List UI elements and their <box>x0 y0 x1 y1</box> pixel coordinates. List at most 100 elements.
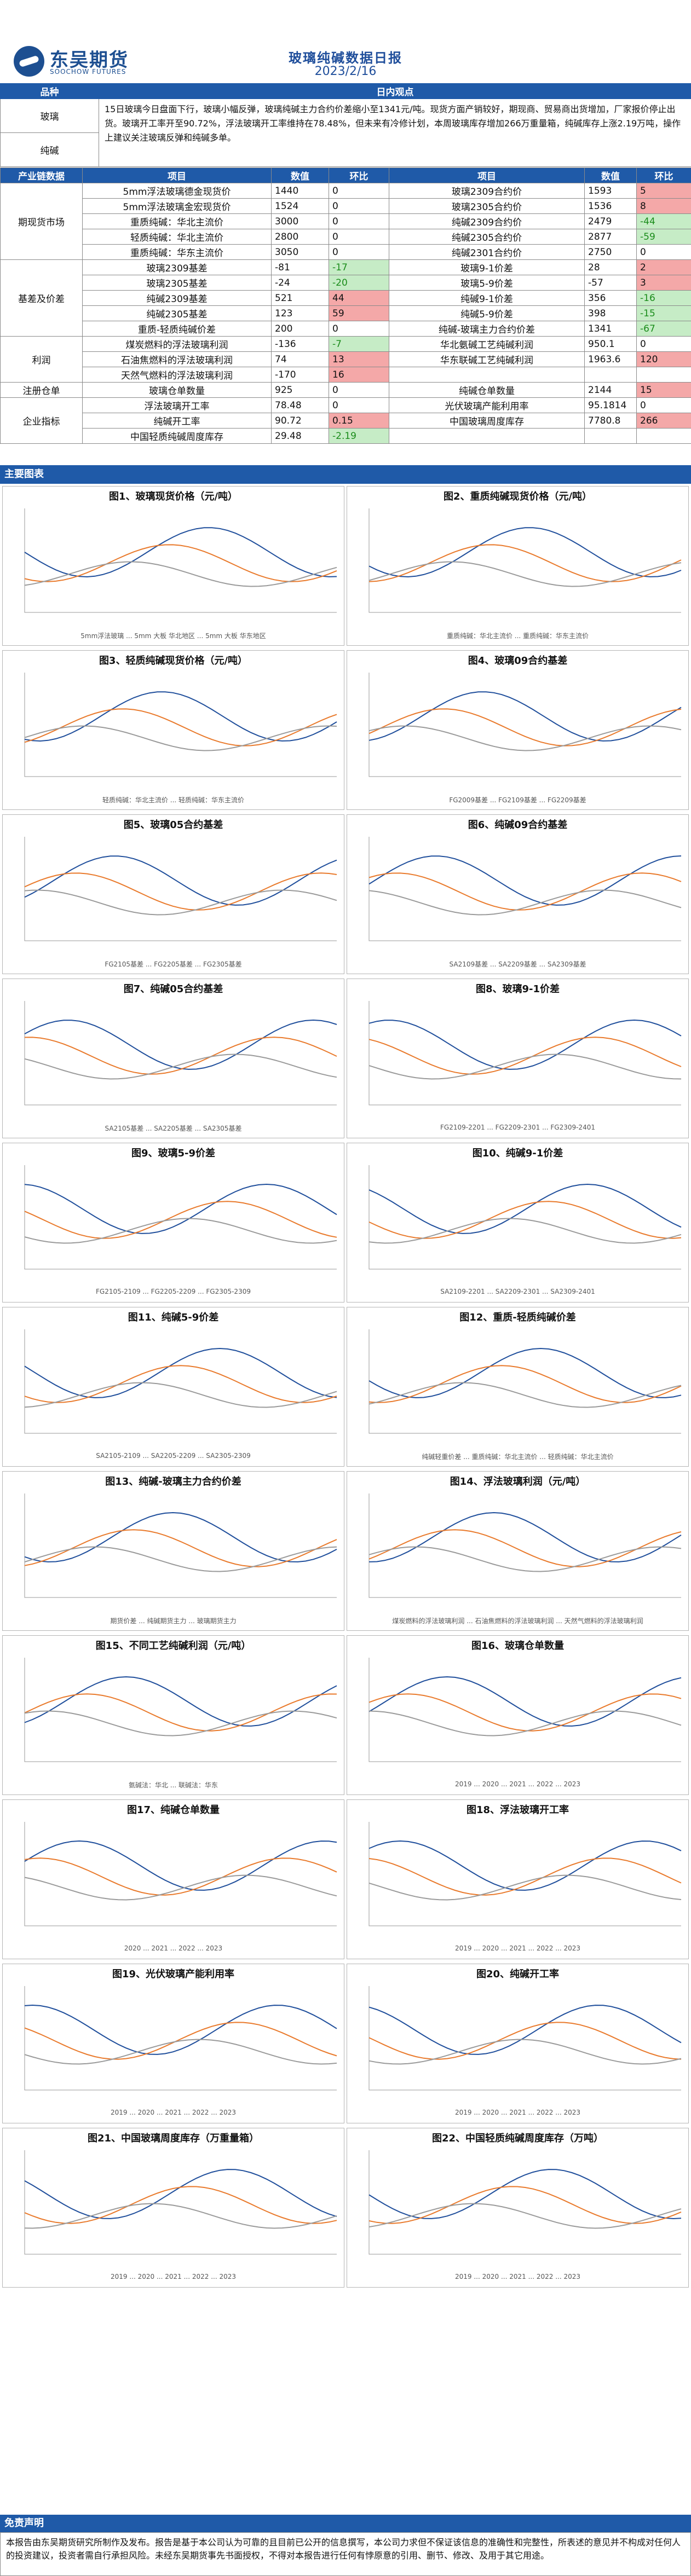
series-line <box>24 1676 337 1727</box>
item-name: 重质纯碱：华北主流价 <box>82 213 272 229</box>
change-value: 0 <box>329 382 389 398</box>
chart-axis <box>24 1001 337 1105</box>
item-name: 纯碱9-1价差 <box>389 290 585 306</box>
item-name: 纯碱2305合约价 <box>389 229 585 245</box>
chart-plot <box>368 508 682 613</box>
table-row: 基差及价差 玻璃2309基差 -81 -17 玻璃9-1价差 28 2 <box>0 259 691 337</box>
chart-plot <box>24 2150 337 2255</box>
chart-19: 图19、光伏玻璃产能利用率 2019 ... 2020 ... 2021 ... … <box>2 1964 344 2123</box>
series-line <box>24 708 337 746</box>
chart-1: 图1、玻璃现货价格（元/吨） 5mm浮法玻璃 ... 5mm 大板 华北地区 ..… <box>2 486 344 646</box>
item-value: 200 <box>271 321 329 337</box>
chart-plot <box>368 1658 682 1762</box>
table-row: 5mm浮法玻璃金宏现货价 1524 0 玻璃2305合约价 1536 8 <box>1 198 691 214</box>
chart-axis <box>368 837 681 941</box>
item-value: 123 <box>271 305 329 321</box>
company-logo: 东吴期货 SOOCHOW FUTURES <box>14 43 156 79</box>
chart-3: 图3、轻质纯碱现货价格（元/吨） 轻质纯碱：华北主流价 ... 轻质纯碱：华东主流… <box>2 650 344 810</box>
chart-title: 图16、玻璃仓单数量 <box>471 1640 565 1652</box>
chart-legend: SA2105-2109 ... SA2205-2209 ... SA2305-2… <box>96 1452 251 1460</box>
change-value: 0 <box>636 397 691 413</box>
item-name: 光伏玻璃产能利用率 <box>389 397 585 413</box>
chart-11: 图11、纯碱5-9价差 SA2105-2109 ... SA2205-2209 .… <box>2 1307 344 1467</box>
item-value: 74 <box>271 351 329 367</box>
series-line <box>24 561 337 587</box>
series-line <box>368 1529 682 1567</box>
item-value: 7780.8 <box>584 413 637 429</box>
item-name: 玻璃2309基差 <box>82 259 272 275</box>
series-line <box>24 1347 337 1398</box>
series-line <box>368 1382 682 1408</box>
chart-axis <box>368 1165 681 1270</box>
item-value: 3050 <box>271 244 329 260</box>
chart-title: 图13、纯碱-玻璃主力合约价差 <box>105 1476 241 1487</box>
item-value: 1593 <box>584 183 637 199</box>
change-value: 0 <box>329 229 389 245</box>
overview-variety-glass: 玻璃 <box>0 99 99 133</box>
series-line <box>24 1512 337 1562</box>
item-name <box>389 428 585 444</box>
chart-title: 图5、玻璃05合约基差 <box>123 819 223 831</box>
series-line <box>24 1183 337 1234</box>
item-name: 纯碱2305基差 <box>82 305 272 321</box>
chart-legend: 2019 ... 2020 ... 2021 ... 2022 ... 2023 <box>111 2273 236 2280</box>
chart-legend: FG2009基差 ... FG2109基差 ... FG2209基差 <box>449 796 586 804</box>
series-line <box>368 1874 682 1901</box>
series-line <box>24 1382 337 1408</box>
chart-5: 图5、玻璃05合约基差 FG2105基差 ... FG2205基差 ... FG2… <box>2 814 344 974</box>
chart-title: 图10、纯碱9-1价差 <box>472 1148 563 1159</box>
series-line <box>368 1857 682 1896</box>
change-value: 0 <box>636 244 691 260</box>
series-line <box>24 872 337 911</box>
chart-title: 图2、重质纯碱现货价格（元/吨） <box>443 491 592 502</box>
series-line <box>24 1710 337 1736</box>
chart-title: 图3、轻质纯碱现货价格（元/吨） <box>99 655 248 667</box>
item-name: 纯碱5-9价差 <box>389 305 585 321</box>
chart-12: 图12、重质-轻质纯碱价差 纯碱轻重价差 ... 重质纯碱：华北主流价 ... 轻… <box>347 1307 689 1467</box>
chart-plot <box>24 1329 337 1434</box>
chart-legend: 轻质纯碱：华北主流价 ... 轻质纯碱：华东主流价 <box>102 796 245 804</box>
chart-title: 图19、光伏玻璃产能利用率 <box>112 1969 235 1980</box>
disclaimer-title: 免责声明 <box>0 2515 691 2532</box>
item-value: -57 <box>584 275 637 291</box>
overview-variety-soda: 纯碱 <box>0 132 99 167</box>
item-name: 玻璃2305合约价 <box>389 198 585 214</box>
table-header-2: 数值 <box>271 167 329 183</box>
table-row: 重质纯碱：华东主流价 3050 0 纯碱2301合约价 2750 0 <box>1 244 691 260</box>
chart-plot <box>24 673 337 777</box>
series-line <box>24 2186 337 2224</box>
chart-legend: SA2105基差 ... SA2205基差 ... SA2305基差 <box>105 1125 242 1132</box>
series-line <box>24 2022 337 2060</box>
chart-title: 图1、玻璃现货价格（元/吨） <box>108 491 238 502</box>
item-name: 华东联碱工艺纯碱利润 <box>389 351 585 367</box>
item-value: 521 <box>271 290 329 306</box>
series-line <box>368 691 682 742</box>
chart-2: 图2、重质纯碱现货价格（元/吨） 重质纯碱：华北主流价 ... 重质纯碱：华东主流… <box>347 486 689 646</box>
series-line <box>24 691 337 742</box>
series-line <box>24 1037 337 1075</box>
series-line <box>24 1840 337 1891</box>
series-line <box>368 1546 682 1572</box>
chart-8: 图8、玻璃9-1价差 FG2109-2201 ... FG2209-2301 ..… <box>347 979 689 1138</box>
table-row: 天然气燃料的浮法玻璃利润 -170 16 <box>1 367 691 383</box>
item-value: 1524 <box>271 198 329 214</box>
series-line <box>24 527 337 578</box>
series-line <box>368 889 682 916</box>
change-value: 15 <box>636 382 691 398</box>
change-value: 0 <box>636 336 691 352</box>
chart-title: 图14、浮法玻璃利润（元/吨） <box>450 1476 586 1487</box>
chart-axis <box>368 1822 681 1926</box>
logo-emblem-icon <box>14 46 44 77</box>
chart-legend: 纯碱轻重价差 ... 重质纯碱：华北主流价 ... 轻质纯碱：华北主流价 <box>422 1453 614 1461</box>
item-value: 356 <box>584 290 637 306</box>
series-line <box>368 1053 682 1080</box>
change-value: 0 <box>329 213 389 229</box>
series-line <box>368 1676 682 1727</box>
item-name: 煤炭燃料的浮法玻璃利润 <box>82 336 272 352</box>
chart-title: 图7、纯碱05合约基差 <box>123 983 223 995</box>
change-value: -67 <box>636 321 691 337</box>
item-name: 5mm浮法玻璃德金现货价 <box>82 183 272 199</box>
change-value: -59 <box>636 229 691 245</box>
logo-text-cn: 东吴期货 <box>50 49 129 71</box>
series-line <box>368 725 682 751</box>
